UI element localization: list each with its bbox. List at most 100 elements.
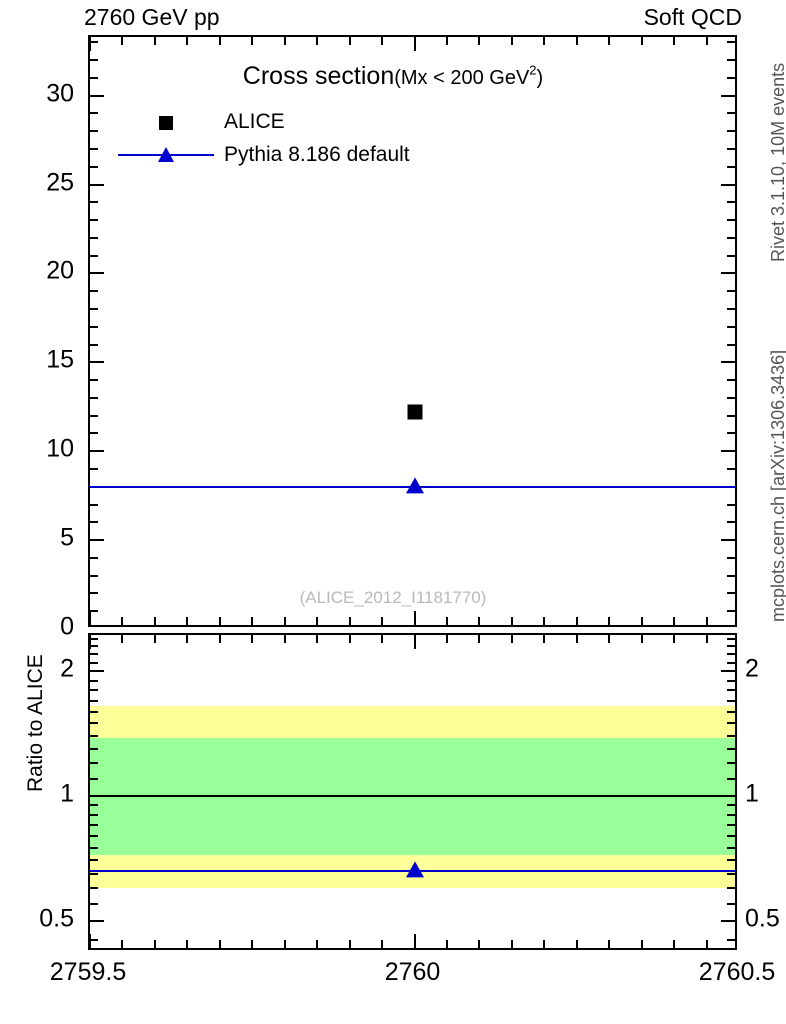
ratio-x-tick-top	[218, 635, 221, 643]
ratio-y-axis-tick-label-right: 2	[745, 654, 759, 683]
ratio-y-tick-left	[90, 722, 98, 725]
x-tick-bottom	[510, 617, 513, 625]
rivet-version-label: Rivet 3.1.10, 10M events	[768, 62, 786, 262]
x-tick-bottom	[316, 617, 319, 625]
x-tick-bottom	[283, 617, 286, 625]
y-tick-left	[90, 201, 98, 204]
mcplots-reference-label: mcplots.cern.ch [arXiv:1306.3436]	[768, 349, 786, 622]
y-tick-right	[721, 94, 735, 97]
ratio-x-tick-top	[413, 635, 416, 649]
ratio-x-tick-bottom	[218, 940, 221, 948]
ratio-x-tick-bottom	[90, 934, 91, 948]
ratio-y-tick-right	[727, 859, 735, 862]
y-tick-right	[727, 59, 735, 62]
ratio-x-tick-top	[608, 635, 611, 643]
x-tick-bottom	[153, 617, 156, 625]
x-tick-top	[316, 37, 319, 45]
x-tick-top	[90, 37, 91, 51]
x-tick-top	[608, 37, 611, 45]
ratio-y-tick-right	[727, 722, 735, 725]
x-tick-top	[218, 37, 221, 45]
header-process-label: Soft QCD	[643, 4, 742, 30]
ratio-y-tick-left	[90, 824, 98, 827]
legend: ALICE Pythia 8.186 default	[118, 105, 410, 171]
y-tick-right	[727, 503, 735, 506]
analysis-id-watermark: (ALICE_2012_I1181770)	[299, 588, 487, 607]
square-marker-icon	[159, 115, 173, 130]
y-tick-right	[727, 379, 735, 382]
ratio-x-tick-bottom	[413, 934, 416, 948]
y-tick-right	[727, 112, 735, 115]
y-tick-right	[727, 219, 735, 222]
x-tick-top	[705, 37, 708, 45]
x-tick-top	[640, 37, 643, 45]
ratio-x-tick-bottom	[186, 940, 189, 948]
y-tick-left	[90, 450, 104, 453]
ratio-x-tick-top	[283, 635, 286, 643]
ratio-y-tick-right	[727, 689, 735, 692]
y-tick-left	[90, 379, 98, 382]
ratio-y-tick-right	[727, 637, 735, 640]
ratio-y-tick-left	[90, 835, 98, 838]
y-tick-right	[721, 450, 735, 453]
y-tick-left	[90, 290, 98, 293]
ratio-y-tick-right	[727, 653, 735, 656]
ratio-y-tick-left	[90, 645, 98, 648]
ratio-y-tick-right	[727, 777, 735, 780]
y-tick-left	[90, 325, 98, 328]
x-tick-bottom	[186, 617, 189, 625]
y-tick-right	[727, 236, 735, 239]
ratio-x-tick-top	[445, 635, 448, 643]
x-tick-top	[543, 37, 546, 45]
y-tick-right	[727, 165, 735, 168]
y-tick-left	[90, 610, 98, 613]
x-tick-top	[575, 37, 578, 45]
x-tick-top	[121, 37, 124, 45]
ratio-y-axis-tick-label: 0.5	[39, 904, 74, 933]
y-axis-tick-label: 25	[46, 168, 74, 197]
y-tick-right	[727, 610, 735, 613]
legend-label-alice: ALICE	[224, 109, 285, 133]
ratio-x-tick-top	[348, 635, 351, 643]
ratio-x-tick-top	[543, 635, 546, 643]
ratio-y-tick-right	[721, 670, 735, 673]
ratio-y-tick-left	[90, 689, 98, 692]
x-tick-top	[153, 37, 156, 45]
ratio-y-tick-left	[90, 859, 98, 862]
ratio-y-axis-tick-label-right: 0.5	[745, 904, 780, 933]
y-tick-left	[90, 148, 98, 150]
ratio-x-tick-top	[316, 635, 319, 643]
ratio-y-tick-right	[727, 804, 735, 807]
y-tick-right	[727, 254, 735, 257]
main-plot-panel	[88, 35, 737, 627]
y-tick-right	[727, 468, 735, 470]
y-tick-right	[727, 521, 735, 524]
ratio-y-tick-left	[90, 777, 98, 780]
ratio-x-tick-top	[90, 635, 91, 649]
y-tick-right	[727, 148, 735, 150]
triangle-marker-icon	[158, 146, 174, 162]
x-tick-top	[413, 37, 416, 51]
y-tick-left	[90, 343, 98, 346]
ratio-x-tick-bottom	[575, 940, 578, 948]
y-tick-left	[90, 254, 98, 257]
y-tick-right	[727, 396, 735, 399]
x-tick-bottom	[251, 617, 254, 625]
x-tick-bottom	[673, 617, 676, 625]
y-axis-tick-label: 20	[46, 256, 74, 285]
ratio-x-tick-bottom	[251, 940, 254, 948]
y-tick-right	[727, 574, 735, 577]
y-tick-left	[90, 183, 104, 186]
ratio-y-tick-left	[90, 804, 98, 807]
ratio-y-tick-left	[90, 637, 98, 640]
y-tick-left	[90, 272, 104, 275]
x-tick-bottom	[543, 617, 546, 625]
ratio-reference-line	[90, 795, 735, 798]
y-tick-left	[90, 41, 98, 44]
y-tick-left	[90, 468, 98, 470]
ratio-y-tick-right	[727, 747, 735, 750]
y-tick-right	[727, 592, 735, 595]
y-tick-left	[90, 59, 98, 62]
ratio-y-tick-right	[721, 919, 735, 922]
